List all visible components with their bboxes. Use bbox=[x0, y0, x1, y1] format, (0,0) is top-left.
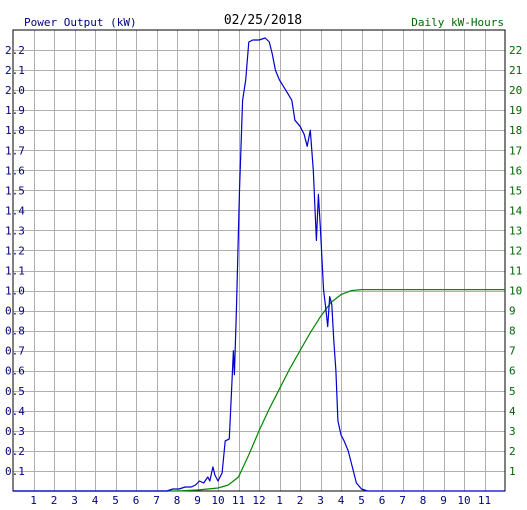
right-tick-label: 8 bbox=[509, 325, 516, 338]
x-tick-label: 6 bbox=[379, 494, 386, 507]
right-tick-label: 22 bbox=[509, 44, 522, 57]
right-tick-label: 17 bbox=[509, 144, 522, 157]
right-tick-label: 14 bbox=[509, 204, 523, 217]
x-tick-label: 8 bbox=[420, 494, 427, 507]
x-tick-label: 7 bbox=[153, 494, 160, 507]
right-tick-label: 9 bbox=[509, 305, 516, 318]
right-axis-title: Daily kW-Hours bbox=[411, 16, 504, 29]
right-tick-label: 11 bbox=[509, 265, 522, 278]
x-tick-label: 2 bbox=[51, 494, 58, 507]
right-tick-label: 16 bbox=[509, 164, 522, 177]
left-tick-label: 0.5 bbox=[5, 385, 25, 398]
left-tick-label: 0.7 bbox=[5, 345, 25, 358]
left-tick-label: 1.1 bbox=[5, 265, 25, 278]
right-tick-label: 15 bbox=[509, 184, 522, 197]
left-tick-label: 1.9 bbox=[5, 104, 25, 117]
right-tick-label: 5 bbox=[509, 385, 516, 398]
left-tick-label: 1.7 bbox=[5, 144, 25, 157]
x-tick-label: 11 bbox=[478, 494, 491, 507]
left-axis-title: Power Output (kW) bbox=[24, 16, 137, 29]
left-tick-label: 1.2 bbox=[5, 244, 25, 257]
x-tick-label: 9 bbox=[194, 494, 201, 507]
left-tick-label: 0.8 bbox=[5, 325, 25, 338]
left-tick-label: 1.8 bbox=[5, 124, 25, 137]
right-tick-label: 21 bbox=[509, 64, 522, 77]
right-tick-label: 4 bbox=[509, 405, 516, 418]
x-tick-label: 7 bbox=[399, 494, 406, 507]
grid-lines bbox=[13, 30, 505, 491]
x-tick-label: 9 bbox=[440, 494, 447, 507]
x-tick-label: 11 bbox=[232, 494, 245, 507]
x-tick-label: 4 bbox=[338, 494, 345, 507]
left-tick-label: 2.1 bbox=[5, 64, 25, 77]
left-tick-label: 0.9 bbox=[5, 305, 25, 318]
left-tick-label: 1.0 bbox=[5, 285, 25, 298]
plot-frame bbox=[12, 29, 506, 492]
right-tick-label: 7 bbox=[509, 345, 516, 358]
bottom-axis-ticks: 1 2 3 4 5 6 7 8 9 10 11 12 1 2 3 4 5 6 7 8 9 10 11 bbox=[30, 494, 491, 507]
left-tick-label: 2.0 bbox=[5, 84, 25, 97]
left-tick-label: 1.6 bbox=[5, 164, 25, 177]
right-tick-label: 20 bbox=[509, 84, 522, 97]
x-tick-label: 5 bbox=[112, 494, 119, 507]
left-tick-label: 0.6 bbox=[5, 365, 25, 378]
left-axis-ticks: 0.1 0.2 0.3 0.4 0.5 0.6 0.7 0.8 0.9 1.0 1.1 1.2 1.3 1… bbox=[5, 44, 25, 478]
power-series-line bbox=[13, 37, 505, 492]
left-tick-label: 0.4 bbox=[5, 405, 25, 418]
x-tick-label: 8 bbox=[174, 494, 181, 507]
x-tick-label: 1 bbox=[30, 494, 37, 507]
x-tick-label: 5 bbox=[358, 494, 365, 507]
right-tick-label: 6 bbox=[509, 365, 516, 378]
x-tick-label: 3 bbox=[317, 494, 324, 507]
x-tick-label: 10 bbox=[457, 494, 470, 507]
right-tick-label: 18 bbox=[509, 124, 522, 137]
x-tick-label: 1 bbox=[276, 494, 283, 507]
x-tick-label: 10 bbox=[211, 494, 224, 507]
left-tick-label: 2.2 bbox=[5, 44, 25, 57]
left-tick-label: 1.5 bbox=[5, 184, 25, 197]
x-tick-label: 3 bbox=[71, 494, 78, 507]
x-tick-label: 12 bbox=[252, 494, 265, 507]
right-tick-label: 2 bbox=[509, 445, 516, 458]
chart-title: 02/25/2018 bbox=[224, 13, 302, 28]
left-tick-label: 1.4 bbox=[5, 204, 25, 217]
right-tick-label: 1 bbox=[509, 465, 516, 478]
right-tick-label: 12 bbox=[509, 244, 522, 257]
x-tick-label: 2 bbox=[297, 494, 304, 507]
left-tick-label: 0.2 bbox=[5, 445, 25, 458]
energy-series-line bbox=[13, 289, 505, 492]
left-tick-label: 0.1 bbox=[5, 465, 25, 478]
series-layer bbox=[13, 37, 505, 492]
x-tick-label: 6 bbox=[133, 494, 140, 507]
left-tick-label: 0.3 bbox=[5, 425, 25, 438]
right-tick-label: 10 bbox=[509, 285, 522, 298]
right-tick-label: 13 bbox=[509, 224, 522, 237]
right-tick-label: 3 bbox=[509, 425, 516, 438]
left-tick-label: 1.3 bbox=[5, 224, 25, 237]
right-tick-label: 19 bbox=[509, 104, 522, 117]
x-tick-label: 4 bbox=[92, 494, 99, 507]
